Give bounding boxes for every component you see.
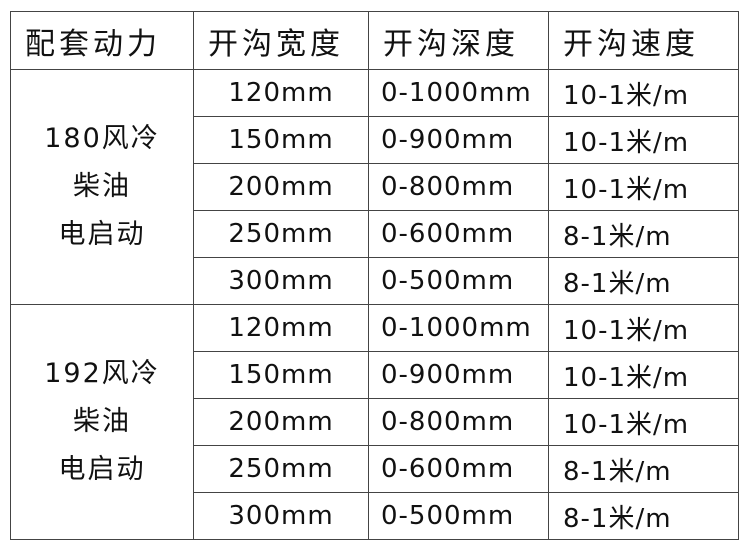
table-row: 200mm 0-800mm 10-1米/m: [11, 398, 739, 446]
table-row: 192风冷 柴油 电启动 120mm 0-1000mm 10-1米/m: [10, 304, 739, 540]
speed-cell: 8-1米/m: [548, 257, 739, 305]
depth-cell: 0-600mm: [368, 210, 549, 258]
width-cell: 200mm: [193, 398, 369, 446]
table-row: 300mm 0-500mm 8-1米/m: [11, 492, 739, 540]
width-cell: 150mm: [193, 351, 369, 399]
depth-cell: 0-800mm: [368, 398, 549, 446]
header-width: 开沟宽度: [193, 11, 369, 70]
depth-cell: 0-500mm: [368, 492, 549, 540]
width-cell: 250mm: [193, 210, 369, 258]
speed-cell: 10-1米/m: [548, 69, 739, 117]
width-cell: 120mm: [193, 69, 369, 117]
width-cell: 250mm: [193, 445, 369, 493]
width-cell: 300mm: [193, 257, 369, 305]
depth-cell: 0-600mm: [368, 445, 549, 493]
table-row: 180风冷 柴油 电启动 120mm 0-1000mm 10-1米/m: [10, 69, 739, 305]
width-cell: 150mm: [193, 116, 369, 164]
width-cell: 300mm: [193, 492, 369, 540]
table-row: 300mm 0-500mm 8-1米/m: [11, 257, 739, 305]
power-cell: 180风冷柴油电启动: [10, 69, 194, 305]
speed-cell: 10-1米/m: [548, 163, 739, 211]
width-cell: 200mm: [193, 163, 369, 211]
table-row: 250mm 0-600mm 8-1米/m: [11, 445, 739, 493]
depth-cell: 0-500mm: [368, 257, 549, 305]
spec-table: 配套动力 开沟宽度 开沟深度 开沟速度 180风冷 柴油 电启动 120mm 0-100…: [10, 11, 739, 540]
header-power: 配套动力: [10, 11, 194, 70]
speed-cell: 8-1米/m: [548, 492, 739, 540]
depth-cell: 0-800mm: [368, 163, 549, 211]
power-line: 192风冷: [44, 358, 160, 389]
speed-cell: 10-1米/m: [548, 116, 739, 164]
depth-cell: 0-1000mm: [368, 304, 549, 352]
speed-cell: 10-1米/m: [548, 304, 739, 352]
depth-cell: 0-900mm: [368, 351, 549, 399]
power-line: 柴油: [73, 171, 131, 202]
table-row: 150mm 0-900mm 10-1米/m: [11, 116, 739, 164]
speed-cell: 10-1米/m: [548, 351, 739, 399]
table-row: 150mm 0-900mm 10-1米/m: [11, 351, 739, 399]
power-line: 电启动: [58, 454, 146, 485]
power-line: 180风冷: [44, 123, 160, 154]
header-speed: 开沟速度: [548, 11, 739, 70]
power-cell: 192风冷柴油电启动: [10, 304, 194, 540]
width-cell: 120mm: [193, 304, 369, 352]
header-depth: 开沟深度: [368, 11, 549, 70]
speed-cell: 10-1米/m: [548, 398, 739, 446]
depth-cell: 0-900mm: [368, 116, 549, 164]
power-line: 柴油: [73, 406, 131, 437]
header-row: 配套动力 开沟宽度 开沟深度 开沟速度: [10, 11, 739, 70]
speed-cell: 8-1米/m: [548, 445, 739, 493]
depth-cell: 0-1000mm: [368, 69, 549, 117]
speed-cell: 8-1米/m: [548, 210, 739, 258]
power-line: 电启动: [58, 219, 146, 250]
